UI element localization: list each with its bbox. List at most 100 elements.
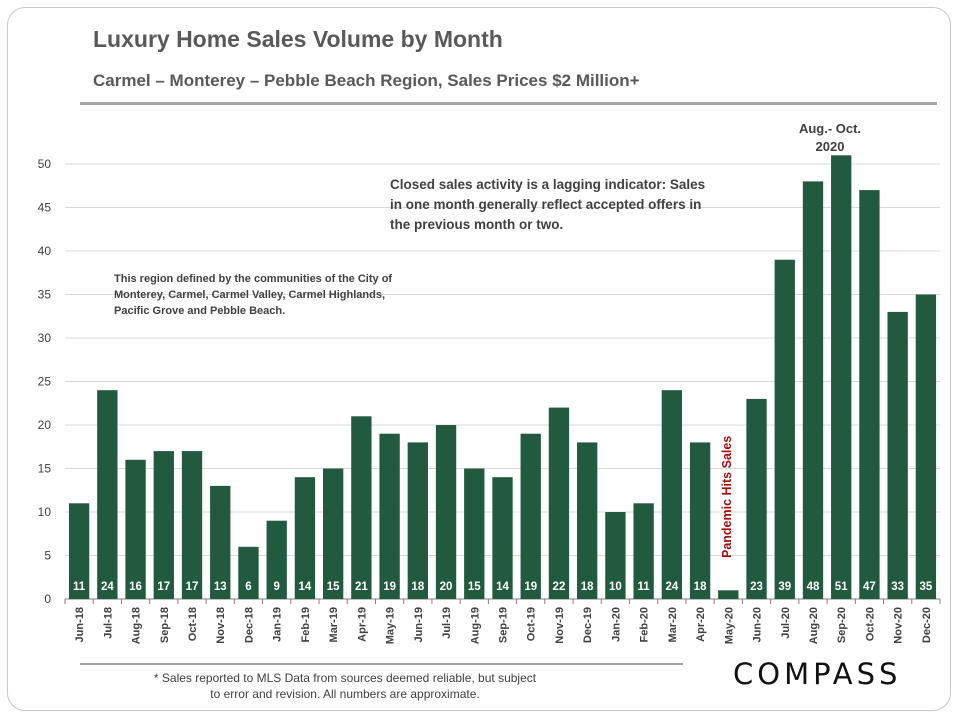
data-label: 10 <box>609 581 622 593</box>
region-definition-note: This region defined by the communities o… <box>114 273 393 317</box>
x-tick-label: Jul-18 <box>102 607 114 639</box>
bar-jan-19 <box>266 520 287 599</box>
bar-apr-19 <box>351 416 372 599</box>
bar-jul-18 <box>97 390 118 599</box>
data-label: 33 <box>891 581 904 593</box>
y-tick-label: 35 <box>38 288 52 302</box>
x-axis: Jun-18 Jul-18 Aug-18 Sep-18 Oct-18 Nov-18 Dec-… <box>64 599 941 644</box>
x-tick-label: Dec-19 <box>582 607 594 643</box>
x-tick-label: Mar-19 <box>328 607 340 642</box>
x-tick-label: Feb-20 <box>639 607 651 642</box>
x-tick-label: Aug-19 <box>469 607 481 644</box>
peak-annotation-line2: 2020 <box>816 139 845 154</box>
x-tick-label: Apr-19 <box>356 607 368 642</box>
data-label: 17 <box>186 581 199 593</box>
bar-may-20 <box>718 590 739 599</box>
data-label: 11 <box>73 581 86 593</box>
y-tick-label: 5 <box>44 549 51 563</box>
x-tick-label: Jul-19 <box>441 607 453 639</box>
x-tick-label: May-20 <box>723 607 735 644</box>
bar-jun-20 <box>746 398 767 599</box>
y-tick-label: 15 <box>38 462 52 476</box>
data-label: 11 <box>638 581 651 593</box>
data-label: 48 <box>807 581 820 593</box>
y-tick-label: 20 <box>38 418 52 432</box>
footer-divider <box>80 663 683 665</box>
x-tick-label: Sep-19 <box>498 607 510 643</box>
chart-title: Luxury Home Sales Volume by Month <box>93 26 503 52</box>
bar-jun-18 <box>68 503 90 599</box>
data-label: 22 <box>553 581 566 593</box>
x-tick-label: Nov-20 <box>893 607 905 644</box>
data-label: 1 <box>725 581 732 593</box>
x-tick-label: Sep-18 <box>159 607 171 643</box>
chart-frame <box>7 7 951 711</box>
bar-nov-20 <box>887 311 908 599</box>
data-label: 20 <box>440 581 453 593</box>
data-label: 18 <box>411 581 424 593</box>
data-label: 13 <box>214 581 227 593</box>
pandemic-annotation: Pandemic Hits Sales <box>720 436 734 558</box>
y-tick-label: 10 <box>38 505 52 519</box>
x-tick-label: Sep-20 <box>836 607 848 643</box>
data-label: 17 <box>157 581 170 593</box>
data-label: 35 <box>919 581 932 593</box>
bar-sep-19 <box>492 477 513 599</box>
y-tick-label: 30 <box>38 331 52 345</box>
bar-mar-19 <box>322 468 344 599</box>
data-label: 19 <box>524 581 537 593</box>
x-tick-label: Jul-20 <box>780 607 792 639</box>
footnote: * Sales reported to MLS Data from source… <box>153 671 537 701</box>
data-label: 39 <box>778 581 791 593</box>
bar-jun-19 <box>407 442 428 599</box>
bar-feb-19 <box>294 477 316 599</box>
x-tick-label: Dec-20 <box>921 607 933 643</box>
x-tick-label: Jun-20 <box>752 607 764 642</box>
title-divider <box>80 102 937 105</box>
data-label: 24 <box>101 581 114 593</box>
x-tick-label: Jan-19 <box>272 607 284 642</box>
x-tick-label: Mar-20 <box>667 607 679 642</box>
bars: 11 24 16 17 17 13 6 9 14 15 21 19 18 20 15 14 19 22 18 10 11… <box>68 155 937 600</box>
bar-nov-18 <box>210 485 231 599</box>
compass-logo: COMPASS <box>733 657 902 691</box>
x-tick-label: Dec-18 <box>243 607 255 643</box>
data-label: 16 <box>129 581 142 593</box>
data-label: 15 <box>327 581 340 593</box>
data-label: 23 <box>750 581 763 593</box>
bar-nov-19 <box>548 407 570 599</box>
bar-apr-20 <box>689 442 711 599</box>
bar-dec-20 <box>915 294 937 599</box>
data-label: 18 <box>581 581 594 593</box>
data-label: 18 <box>694 581 707 593</box>
chart-subtitle: Carmel – Monterey – Pebble Beach Region,… <box>93 71 640 90</box>
x-tick-label: Apr-20 <box>695 607 707 642</box>
y-tick-label: 0 <box>44 592 51 606</box>
y-axis: 0 5 10 15 20 25 30 35 40 45 50 <box>38 157 52 606</box>
x-tick-label: Aug-20 <box>808 607 820 644</box>
x-tick-label: Nov-19 <box>554 607 566 644</box>
bar-dec-19 <box>577 442 598 599</box>
y-tick-label: 45 <box>38 201 52 215</box>
data-label: 21 <box>355 581 368 593</box>
data-label: 15 <box>468 581 481 593</box>
data-label: 19 <box>383 581 396 593</box>
data-label: 47 <box>863 581 876 593</box>
x-tick-label: Jan-20 <box>610 607 622 642</box>
bar-oct-19 <box>520 433 541 599</box>
x-tick-label: May-19 <box>385 607 397 644</box>
bar-mar-20 <box>661 390 683 599</box>
data-label: 24 <box>665 581 678 593</box>
peak-annotation-line1: Aug.- Oct. <box>799 121 861 136</box>
bar-sep-20 <box>831 155 852 600</box>
bar-sep-18 <box>153 451 174 599</box>
x-tick-label: Feb-19 <box>300 607 312 642</box>
x-tick-label: Oct-19 <box>526 607 538 641</box>
bar-feb-20 <box>633 503 654 599</box>
data-label: 9 <box>273 581 279 593</box>
x-tick-label: Oct-18 <box>187 607 199 641</box>
bar-may-19 <box>379 433 400 599</box>
data-label: 51 <box>835 581 848 593</box>
bar-jul-19 <box>435 425 457 599</box>
